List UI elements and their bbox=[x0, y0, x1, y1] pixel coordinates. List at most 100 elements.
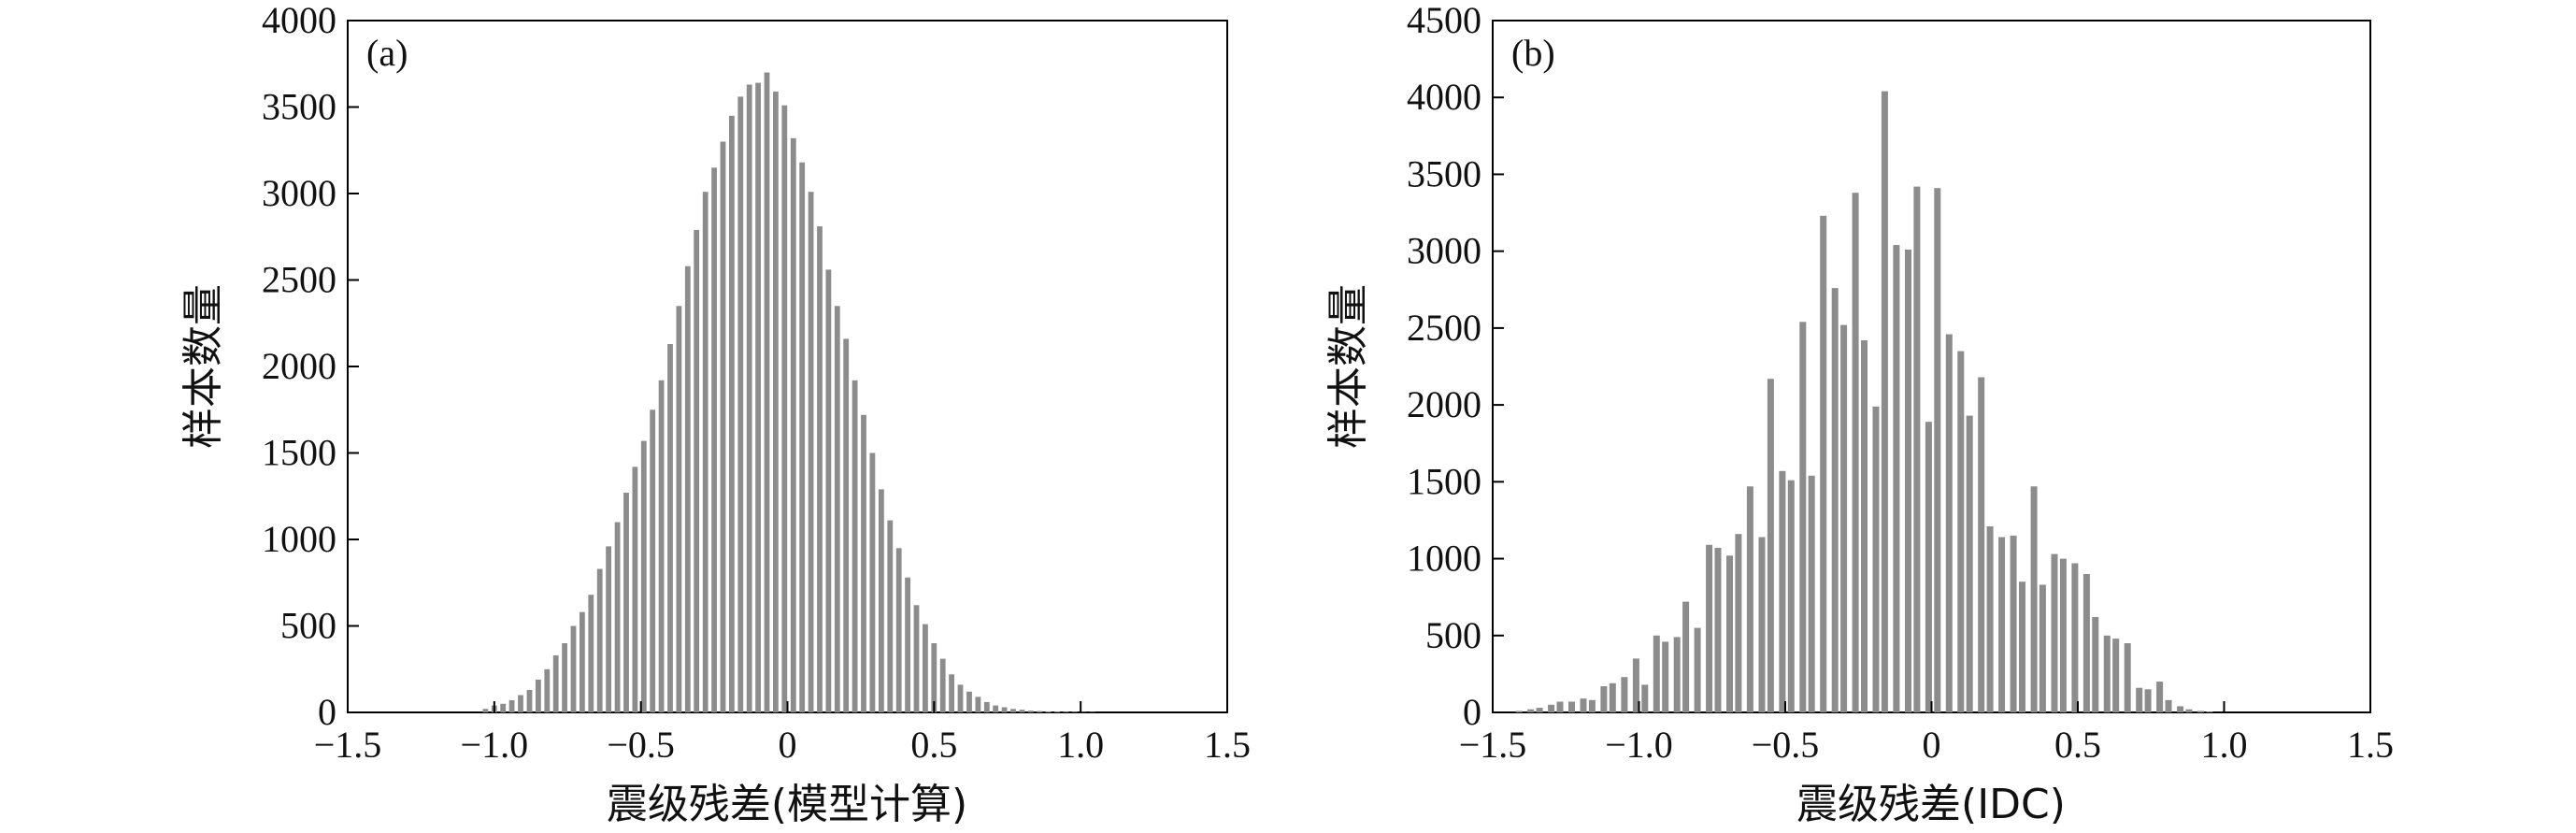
histogram-bar bbox=[1536, 708, 1543, 712]
histogram-bar bbox=[2071, 563, 2079, 712]
histogram-bar bbox=[1045, 711, 1052, 712]
histogram-bar bbox=[1746, 486, 1753, 712]
x-axis-ticks-a: −1.5 −1.0 −0.5 0 0.5 1.0 1.5 bbox=[314, 701, 1251, 766]
histogram-bar bbox=[2112, 639, 2120, 712]
histogram-bar bbox=[2010, 535, 2017, 712]
histogram-bar bbox=[658, 380, 665, 712]
y-tick-label: 4000 bbox=[1407, 76, 1481, 118]
histogram-bar bbox=[1998, 537, 2006, 712]
histogram-bar bbox=[2051, 553, 2058, 712]
histogram-bar bbox=[1852, 193, 1859, 712]
histogram-bar bbox=[1758, 537, 1766, 712]
y-tick-label: 4000 bbox=[262, 0, 336, 41]
histogram-bar bbox=[1609, 682, 1616, 712]
histogram-bar bbox=[1653, 635, 1660, 712]
y-tick-label: 3000 bbox=[1407, 230, 1481, 272]
histogram-bar bbox=[1662, 641, 1669, 712]
x-tick-label: 1.0 bbox=[2201, 724, 2248, 766]
histogram-bar bbox=[1063, 711, 1069, 712]
histogram-bar bbox=[1893, 245, 1900, 712]
histogram-bar bbox=[544, 668, 551, 713]
x-tick-label: −1.0 bbox=[461, 724, 529, 766]
histogram-bar bbox=[905, 577, 910, 712]
y-tick-label: 2500 bbox=[262, 259, 336, 301]
histogram-bar bbox=[808, 192, 814, 712]
histogram-bar bbox=[596, 568, 603, 712]
histogram-bar bbox=[1010, 709, 1016, 712]
histogram-bar bbox=[799, 162, 806, 712]
x-tick-label: −1.5 bbox=[314, 724, 382, 766]
x-axis-label-a: 震级残差(模型计算) bbox=[607, 781, 967, 828]
histogram-bar bbox=[773, 91, 779, 712]
histogram-bar bbox=[755, 82, 761, 713]
histogram-bar bbox=[746, 84, 752, 712]
histogram-bar bbox=[737, 96, 744, 712]
y-tick-label: 1500 bbox=[262, 432, 336, 474]
x-axis-label-b: 震级残差(IDC) bbox=[1796, 781, 2066, 828]
histogram-bar bbox=[1767, 379, 1774, 712]
histogram-bar bbox=[993, 705, 999, 712]
histogram-bar bbox=[1966, 415, 1973, 712]
histogram-bar bbox=[923, 624, 928, 712]
histogram-bar bbox=[1799, 322, 1807, 712]
histogram-bar bbox=[2197, 711, 2204, 712]
y-tick-label: 0 bbox=[1463, 691, 1481, 733]
histogram-bar bbox=[2039, 584, 2046, 712]
histogram-bar bbox=[895, 548, 902, 713]
bars-b bbox=[1515, 91, 2213, 713]
histogram-bar bbox=[1913, 186, 1921, 713]
histogram-bar bbox=[2103, 635, 2111, 712]
histogram-bar bbox=[852, 380, 858, 712]
x-tick-label: −0.5 bbox=[1752, 724, 1820, 766]
histogram-bar bbox=[1037, 711, 1043, 712]
histogram-bar bbox=[526, 690, 533, 712]
histogram-bar bbox=[684, 266, 691, 712]
histogram-bar bbox=[2156, 682, 2164, 712]
histogram-bar bbox=[1515, 711, 1523, 712]
histogram-bar bbox=[957, 684, 964, 712]
y-axis-ticks-b: 0 500 1000 1500 2000 2500 3000 3500 4000 4500 bbox=[1407, 0, 1504, 733]
histogram-bar bbox=[861, 414, 866, 712]
histogram-bar bbox=[2144, 689, 2152, 712]
histogram-bar bbox=[729, 115, 735, 713]
histogram-bar bbox=[570, 625, 577, 712]
histogram-bar bbox=[1548, 704, 1555, 712]
y-axis-label-a: 样本数量 bbox=[179, 284, 227, 449]
y-tick-label: 2000 bbox=[1407, 383, 1481, 425]
histogram-bar bbox=[790, 137, 796, 713]
histogram-bar bbox=[887, 520, 894, 712]
histogram-bar bbox=[1872, 406, 1880, 712]
y-tick-label: 500 bbox=[1425, 614, 1481, 656]
panel-label-a: (a) bbox=[366, 32, 408, 74]
histogram-bar bbox=[843, 338, 850, 712]
histogram-bar bbox=[2177, 706, 2184, 712]
histogram-bar bbox=[720, 141, 726, 712]
histogram-bar bbox=[983, 701, 990, 712]
histogram-bar bbox=[817, 226, 823, 713]
y-tick-label: 4500 bbox=[1407, 0, 1481, 41]
histogram-bar bbox=[781, 105, 788, 712]
histogram-bar bbox=[1787, 480, 1795, 712]
histogram-bar bbox=[1027, 711, 1034, 712]
histogram-bar bbox=[1019, 710, 1025, 712]
y-tick-label: 0 bbox=[318, 691, 336, 733]
histogram-bar bbox=[2082, 574, 2090, 712]
histogram-bar bbox=[694, 229, 700, 712]
histogram-bar bbox=[640, 440, 647, 712]
histogram-bar bbox=[879, 489, 884, 712]
y-tick-label: 1500 bbox=[1407, 460, 1481, 502]
bars-a bbox=[482, 72, 1095, 713]
histogram-bar bbox=[614, 522, 621, 712]
histogram-bar bbox=[825, 269, 832, 712]
y-tick-label: 3500 bbox=[1407, 152, 1481, 194]
histogram-bar bbox=[913, 605, 920, 712]
histogram-bar bbox=[1621, 677, 1628, 712]
histogram-bar bbox=[1831, 288, 1839, 712]
histogram-bar bbox=[1840, 324, 1848, 712]
histogram-bar bbox=[650, 409, 656, 713]
histogram-bar bbox=[1632, 658, 1639, 712]
histogram-bar bbox=[1072, 711, 1078, 712]
histogram-bar bbox=[966, 691, 972, 712]
histogram-bar bbox=[834, 306, 840, 713]
